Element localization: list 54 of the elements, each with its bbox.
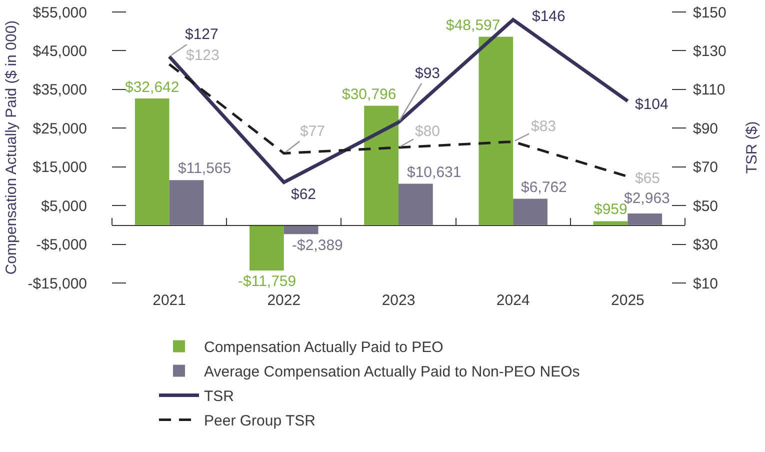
y2-axis-title: TSR ($) (743, 121, 760, 174)
data-label: $93 (415, 65, 440, 82)
x-tick-label: 2021 (152, 292, 186, 309)
data-label: -$11,759 (238, 273, 296, 290)
x-tick-label: 2024 (496, 292, 530, 309)
data-label: $104 (635, 96, 668, 113)
bar (398, 184, 433, 225)
bar (478, 36, 514, 225)
data-label: $30,796 (342, 86, 396, 103)
y2-tick-label: $50 (693, 198, 718, 215)
data-label: $83 (531, 118, 556, 135)
legend-label: Peer Group TSR (204, 412, 316, 430)
data-label: $80 (415, 123, 440, 140)
y2-tick-label: $70 (693, 159, 718, 176)
data-label: $48,597 (446, 17, 500, 34)
y2-tick-label: $110 (693, 82, 726, 99)
bar (628, 213, 662, 225)
legend-label: Compensation Actually Paid to PEO (204, 339, 444, 356)
bar (593, 221, 628, 225)
data-label: $32,642 (125, 79, 180, 96)
bar (134, 98, 170, 225)
bar (364, 106, 398, 225)
y-tick-label: $55,000 (32, 4, 87, 22)
data-label: $77 (300, 123, 326, 140)
data-label: -$2,389 (292, 237, 343, 254)
x-tick-label: 2023 (382, 292, 416, 309)
y-axis-title: Compensation Actually Paid ($ in 000) (3, 20, 20, 275)
bar (169, 180, 204, 225)
x-tick-label: 2025 (611, 292, 644, 309)
data-label: $62 (291, 186, 316, 203)
y-tick-label: $15,000 (32, 159, 87, 176)
y2-tick-label: $30 (693, 236, 718, 254)
data-label: $6,762 (521, 179, 567, 196)
y2-tick-label: $10 (693, 275, 718, 292)
y-tick-label: -$15,000 (28, 275, 87, 292)
y-tick-label: $35,000 (32, 82, 87, 99)
y-tick-label: -$5,000 (36, 236, 87, 254)
data-label: $11,565 (178, 160, 232, 177)
y2-tick-label: $130 (693, 42, 726, 60)
y2-tick-label: $90 (693, 120, 718, 138)
legend-label: Average Compensation Actually Paid to Non-PEO NEOs (204, 364, 580, 381)
data-label: $146 (532, 8, 566, 25)
bar (250, 224, 284, 270)
data-label: $127 (185, 26, 218, 43)
y2-tick-label: $150 (693, 4, 726, 22)
y-tick-label: $5,000 (41, 198, 87, 215)
y-tick-label: $45,000 (32, 42, 87, 60)
data-label: $10,631 (407, 164, 462, 181)
data-label: $123 (186, 47, 220, 64)
legend-label: TSR (204, 388, 234, 406)
data-label: $65 (635, 170, 660, 187)
bar (513, 198, 548, 225)
y-tick-label: $25,000 (32, 120, 87, 138)
x-tick-label: 2022 (267, 292, 301, 309)
